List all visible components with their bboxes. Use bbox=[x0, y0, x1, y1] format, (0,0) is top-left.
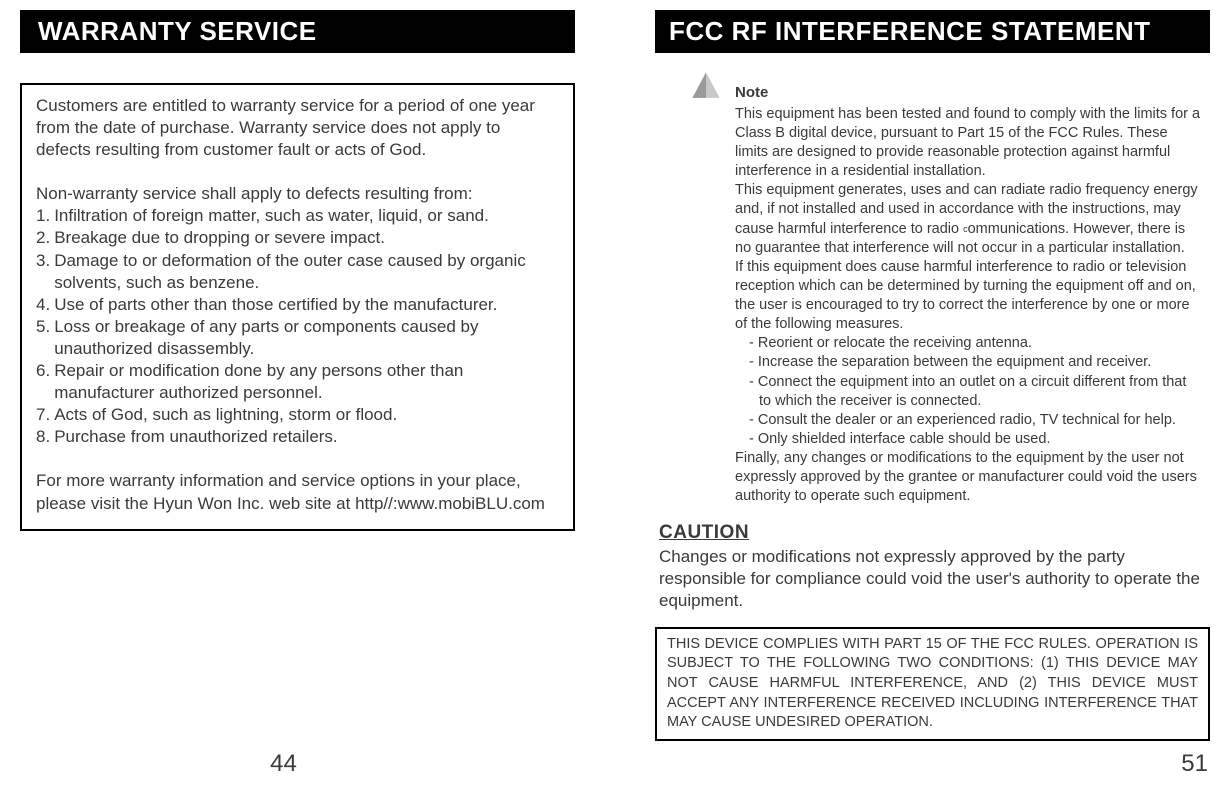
note-paragraph-2: This equipment generates, uses and can r… bbox=[735, 181, 1204, 258]
list-item: 1. Infiltration of foreign matter, such … bbox=[36, 205, 559, 227]
spacer bbox=[36, 161, 559, 183]
list-num: 5. bbox=[36, 316, 54, 360]
compliance-box: THIS DEVICE COMPLIES WITH PART 15 OF THE… bbox=[655, 627, 1210, 741]
warranty-box: Customers are entitled to warranty servi… bbox=[20, 83, 575, 531]
measure-item: - Increase the separation between the eq… bbox=[735, 353, 1204, 372]
note-paragraph-1: This equipment has been tested and found… bbox=[735, 105, 1204, 182]
measure-item: - Reorient or relocate the receiving ant… bbox=[735, 334, 1204, 353]
list-item: 8. Purchase from unauthorized retailers. bbox=[36, 426, 559, 448]
measure-item: - Connect the equipment into an outlet o… bbox=[735, 373, 1204, 392]
measure-item-cont: to which the receiver is connected. bbox=[735, 392, 1204, 411]
list-num: 2. bbox=[36, 227, 54, 249]
list-text: Infiltration of foreign matter, such as … bbox=[54, 205, 559, 227]
warranty-header: WARRANTY SERVICE bbox=[20, 10, 575, 53]
list-item: 7. Acts of God, such as lightning, storm… bbox=[36, 404, 559, 426]
spacer bbox=[36, 448, 559, 470]
fcc-header: FCC RF INTERFERENCE STATEMENT bbox=[655, 10, 1210, 53]
list-num: 4. bbox=[36, 294, 54, 316]
list-num: 3. bbox=[36, 250, 54, 294]
page-number-right: 51 bbox=[1181, 750, 1208, 778]
list-text: Acts of God, such as lightning, storm or… bbox=[54, 404, 559, 426]
list-text: Use of parts other than those certified … bbox=[54, 294, 559, 316]
list-text: Damage to or deformation of the outer ca… bbox=[54, 250, 559, 294]
list-item: 4. Use of parts other than those certifi… bbox=[36, 294, 559, 316]
note-final: Finally, any changes or modifications to… bbox=[735, 449, 1204, 506]
caution-body: Changes or modifications not expressly a… bbox=[659, 547, 1200, 611]
list-item: 5. Loss or breakage of any parts or comp… bbox=[36, 316, 559, 360]
list-text: Purchase from unauthorized retailers. bbox=[54, 426, 559, 448]
list-num: 8. bbox=[36, 426, 54, 448]
list-item: 2. Breakage due to dropping or severe im… bbox=[36, 227, 559, 249]
list-item: 3. Damage to or deformation of the outer… bbox=[36, 250, 559, 294]
note-label: Note bbox=[735, 83, 1204, 103]
note-paragraph-3: If this equipment does cause harmful int… bbox=[735, 258, 1204, 335]
measure-item: - Only shielded interface cable should b… bbox=[735, 430, 1204, 449]
list-num: 6. bbox=[36, 360, 54, 404]
caution-title: CAUTION bbox=[659, 522, 749, 543]
list-text: Breakage due to dropping or severe impac… bbox=[54, 227, 559, 249]
page-number-left: 44 bbox=[270, 750, 297, 778]
list-num: 1. bbox=[36, 205, 54, 227]
measure-item: - Consult the dealer or an experienced r… bbox=[735, 411, 1204, 430]
list-num: 7. bbox=[36, 404, 54, 426]
note-section: Note This equipment has been tested and … bbox=[655, 83, 1210, 506]
note-arrow-icon bbox=[689, 69, 723, 103]
warranty-footer: For more warranty information and servic… bbox=[36, 470, 559, 514]
nonwarranty-lead: Non-warranty service shall apply to defe… bbox=[36, 183, 559, 205]
list-text: Repair or modification done by any perso… bbox=[54, 360, 559, 404]
list-text: Loss or breakage of any parts or compone… bbox=[54, 316, 559, 360]
caution-block: CAUTION Changes or modifications not exp… bbox=[655, 520, 1210, 612]
document-spread: WARRANTY SERVICE Customers are entitled … bbox=[0, 0, 1230, 786]
list-item: 6. Repair or modification done by any pe… bbox=[36, 360, 559, 404]
note-p2-smallc: c bbox=[963, 224, 968, 234]
right-page: FCC RF INTERFERENCE STATEMENT Note This … bbox=[615, 0, 1230, 786]
warranty-intro: Customers are entitled to warranty servi… bbox=[36, 95, 559, 161]
left-page: WARRANTY SERVICE Customers are entitled … bbox=[0, 0, 615, 786]
